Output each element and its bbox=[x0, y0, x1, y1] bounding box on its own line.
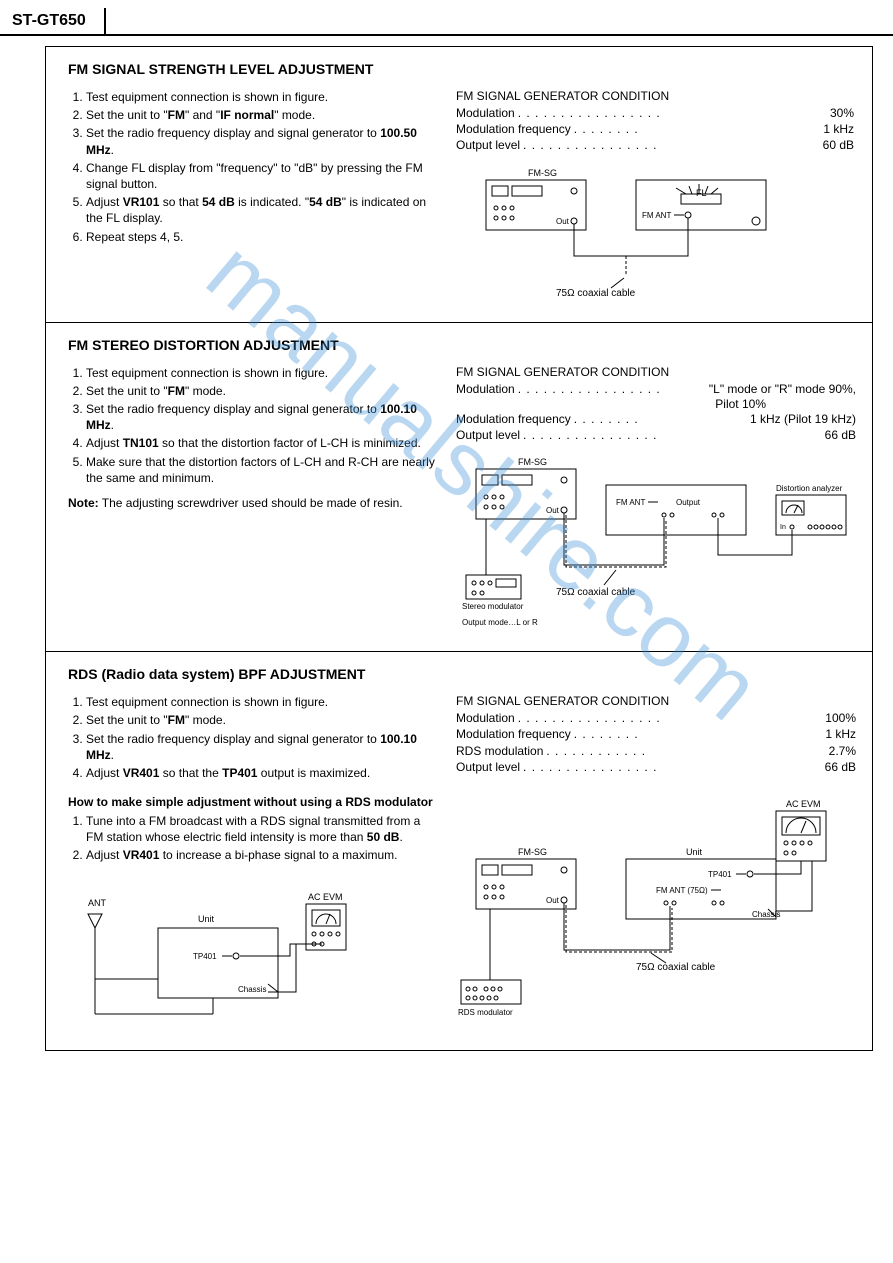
svg-text:Out: Out bbox=[546, 506, 560, 515]
svg-text:Distortion analyzer: Distortion analyzer bbox=[776, 484, 843, 493]
svg-text:75Ω coaxial cable: 75Ω coaxial cable bbox=[556, 587, 636, 598]
cond-row: Modulation frequency. . . . . . . .1 kHz bbox=[456, 121, 854, 137]
svg-text:75Ω coaxial cable: 75Ω coaxial cable bbox=[636, 962, 716, 973]
diagram-4: ANT Unit TP401 Chassis AC EVM bbox=[68, 884, 438, 1034]
svg-text:FM-SG: FM-SG bbox=[528, 168, 557, 178]
svg-text:Stereo modulator: Stereo modulator bbox=[462, 602, 524, 611]
step: Change FL display from "frequency" to "d… bbox=[86, 160, 438, 192]
cond-row-extra: Pilot 10% bbox=[456, 397, 856, 411]
step: Adjust VR101 so that 54 dB is indicated.… bbox=[86, 194, 438, 226]
section-title: RDS (Radio data system) BPF ADJUSTMENT bbox=[68, 666, 854, 682]
svg-text:AC EVM: AC EVM bbox=[786, 799, 821, 809]
svg-text:Out: Out bbox=[556, 217, 570, 226]
section-rds-bpf: RDS (Radio data system) BPF ADJUSTMENT T… bbox=[46, 652, 872, 1050]
cond-row: Modulation frequency. . . . . . . .1 kHz bbox=[456, 726, 856, 742]
step: Set the unit to "FM" mode. bbox=[86, 383, 438, 399]
step: Adjust VR401 so that the TP401 output is… bbox=[86, 765, 438, 781]
note: Note: The adjusting screwdriver used sho… bbox=[68, 496, 438, 510]
section-title: FM STEREO DISTORTION ADJUSTMENT bbox=[68, 337, 854, 353]
step: Set the unit to "FM" and "IF normal" mod… bbox=[86, 107, 438, 123]
cond-row: Output level. . . . . . . . . . . . . . … bbox=[456, 427, 856, 443]
sub-heading: How to make simple adjustment without us… bbox=[68, 795, 438, 809]
conditions-title: FM SIGNAL GENERATOR CONDITION bbox=[456, 694, 856, 708]
step: Test equipment connection is shown in fi… bbox=[86, 694, 438, 710]
step: Set the radio frequency display and sign… bbox=[86, 401, 438, 433]
step: Set the radio frequency display and sign… bbox=[86, 125, 438, 157]
conditions-column: FM SIGNAL GENERATOR CONDITION Modulation… bbox=[456, 89, 854, 306]
section-fm-stereo-distortion: FM STEREO DISTORTION ADJUSTMENT Test equ… bbox=[46, 323, 872, 653]
conditions-title: FM SIGNAL GENERATOR CONDITION bbox=[456, 365, 856, 379]
diagram-2: FM-SG Out FM ANT Output bbox=[456, 455, 856, 635]
svg-text:TP401: TP401 bbox=[708, 870, 732, 879]
content-frame: FM SIGNAL STRENGTH LEVEL ADJUSTMENT Test… bbox=[45, 46, 873, 1051]
svg-text:FM-SG: FM-SG bbox=[518, 847, 547, 857]
conditions-column: FM SIGNAL GENERATOR CONDITION Modulation… bbox=[456, 365, 856, 636]
svg-text:FM-SG: FM-SG bbox=[518, 457, 547, 467]
cond-row: Output level. . . . . . . . . . . . . . … bbox=[456, 137, 854, 153]
step: Tune into a FM broadcast with a RDS sign… bbox=[86, 813, 438, 845]
page-header: ST-GT650 bbox=[0, 0, 893, 36]
cond-row: Modulation. . . . . . . . . . . . . . . … bbox=[456, 381, 856, 397]
svg-text:Unit: Unit bbox=[198, 914, 215, 924]
model-label: ST-GT650 bbox=[8, 8, 106, 36]
diagram-1: FM-SG Out FL FM ANT bbox=[456, 166, 854, 306]
step: Test equipment connection is shown in fi… bbox=[86, 89, 438, 105]
svg-text:Chassis: Chassis bbox=[238, 985, 266, 994]
svg-text:In: In bbox=[780, 524, 786, 531]
diagram-3: AC EVM FM-SG bbox=[456, 795, 856, 1025]
cond-row: Modulation. . . . . . . . . . . . . . . … bbox=[456, 710, 856, 726]
conditions-title: FM SIGNAL GENERATOR CONDITION bbox=[456, 89, 854, 103]
steps-column: Test equipment connection is shown in fi… bbox=[68, 89, 438, 306]
steps-column: Test equipment connection is shown in fi… bbox=[68, 365, 438, 636]
svg-text:Output: Output bbox=[676, 498, 701, 507]
svg-text:Out: Out bbox=[546, 896, 560, 905]
svg-text:FM ANT (75Ω): FM ANT (75Ω) bbox=[656, 886, 708, 895]
step: Set the unit to "FM" mode. bbox=[86, 712, 438, 728]
step: Test equipment connection is shown in fi… bbox=[86, 365, 438, 381]
step: Make sure that the distortion factors of… bbox=[86, 454, 438, 486]
steps-column: Test equipment connection is shown in fi… bbox=[68, 694, 438, 1034]
svg-text:RDS modulator: RDS modulator bbox=[458, 1008, 513, 1017]
svg-text:FM ANT: FM ANT bbox=[616, 498, 645, 507]
svg-text:AC EVM: AC EVM bbox=[308, 892, 343, 902]
cond-row: Output level. . . . . . . . . . . . . . … bbox=[456, 759, 856, 775]
step: Repeat steps 4, 5. bbox=[86, 229, 438, 245]
cond-row: RDS modulation. . . . . . . . . . . .2.7… bbox=[456, 743, 856, 759]
cond-row: Modulation frequency. . . . . . . .1 kHz… bbox=[456, 411, 856, 427]
section-title: FM SIGNAL STRENGTH LEVEL ADJUSTMENT bbox=[68, 61, 854, 77]
conditions-column: FM SIGNAL GENERATOR CONDITION Modulation… bbox=[456, 694, 856, 1034]
svg-text:TP401: TP401 bbox=[193, 952, 217, 961]
svg-text:FM ANT: FM ANT bbox=[642, 211, 671, 220]
svg-text:ANT: ANT bbox=[88, 898, 107, 908]
step: Adjust TN101 so that the distortion fact… bbox=[86, 435, 438, 451]
svg-text:75Ω coaxial cable: 75Ω coaxial cable bbox=[556, 288, 636, 299]
step: Set the radio frequency display and sign… bbox=[86, 731, 438, 763]
section-fm-signal-strength: FM SIGNAL STRENGTH LEVEL ADJUSTMENT Test… bbox=[46, 47, 872, 323]
step: Adjust VR401 to increase a bi-phase sign… bbox=[86, 847, 438, 863]
cond-row: Modulation. . . . . . . . . . . . . . . … bbox=[456, 105, 854, 121]
svg-text:Output mode…L or R: Output mode…L or R bbox=[462, 618, 538, 627]
svg-text:Unit: Unit bbox=[686, 847, 703, 857]
